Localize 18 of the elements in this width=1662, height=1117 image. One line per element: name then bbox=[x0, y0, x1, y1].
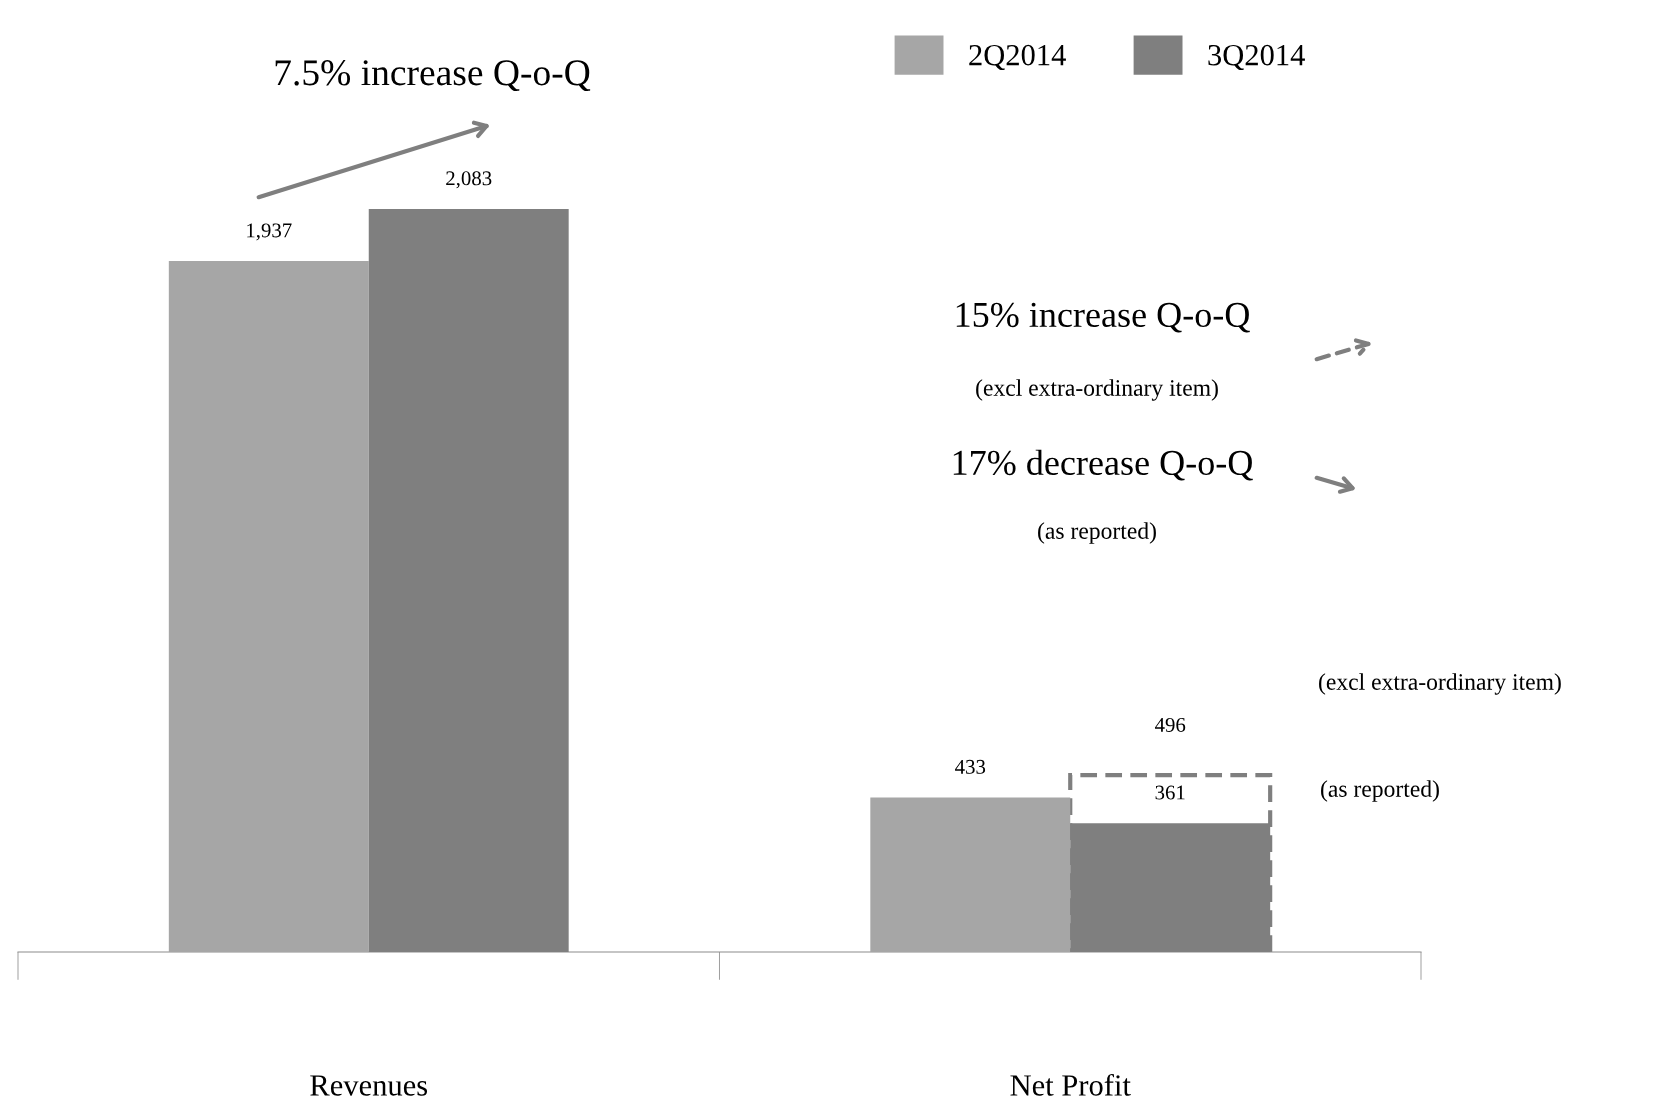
annotation: (excl extra-ordinary item) bbox=[976, 379, 1218, 401]
data-label: 361 bbox=[1155, 785, 1185, 800]
annotation: (as reported) bbox=[1038, 522, 1156, 544]
annotation: 15% increase Q-o-Q bbox=[956, 302, 1250, 333]
data-label: 433 bbox=[955, 759, 986, 774]
data-label: 2,083 bbox=[446, 171, 492, 189]
bar bbox=[168, 261, 369, 952]
x-tick-label: Revenues bbox=[310, 1075, 428, 1096]
x-tick-label: Net Profit bbox=[1010, 1073, 1131, 1096]
annotation: 17% decrease Q-o-Q bbox=[953, 449, 1253, 481]
bar bbox=[368, 209, 569, 952]
annotation: (as reported) bbox=[1321, 780, 1439, 802]
data-label: 1,937 bbox=[247, 223, 292, 241]
data-label: 496 bbox=[1155, 717, 1186, 732]
annotation: (excl extra-ordinary item) bbox=[1319, 673, 1561, 695]
text: 7.5% increase Q-o-Q bbox=[275, 60, 591, 92]
legend-label: 3Q2014 bbox=[1208, 44, 1305, 71]
legend-label: 2Q2014 bbox=[969, 44, 1066, 71]
